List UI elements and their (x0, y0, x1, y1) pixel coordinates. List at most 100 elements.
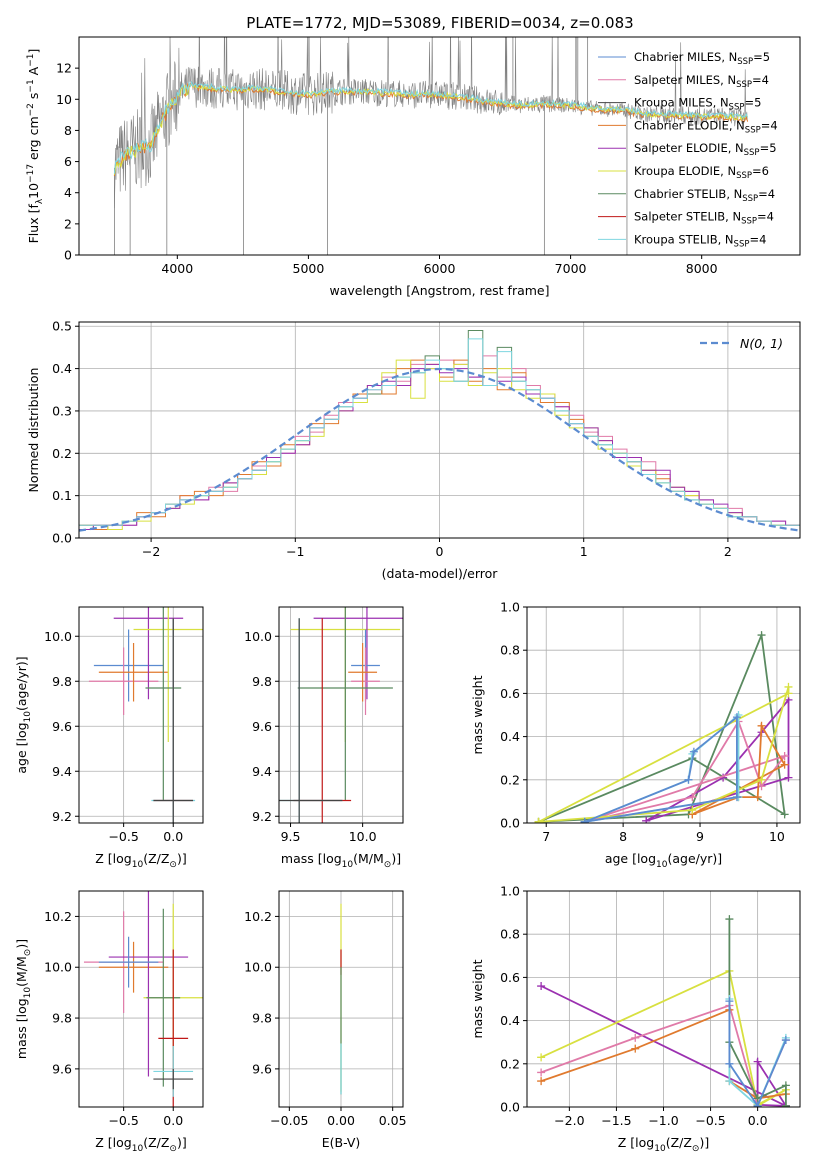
y-tick-label: 9.8 (52, 674, 72, 689)
legend-label: Kroupa STELIB, NSSP=4 (634, 232, 766, 249)
errorbars (88, 607, 203, 823)
x-axis-label: (data-model)/error (382, 566, 499, 581)
y-tick-label: 0.8 (500, 643, 520, 658)
legend-label-tail: =6 (752, 164, 769, 178)
y-axis-label-part: age [log (14, 722, 29, 773)
y-tick-label: 10.2 (244, 909, 272, 924)
x-axis-label: wavelength [Angstrom, rest frame] (329, 283, 549, 298)
x-axis-label: E(B-V) (322, 1135, 361, 1150)
y-tick-label: 9.2 (52, 809, 72, 824)
weight-line-chabrier_elodie (691, 722, 786, 816)
panel-residuals: −2 −1 0 1 2 0.0 0.1 0.2 0.3 0.4 0.5 (data-model)/er… (26, 319, 801, 581)
y-tick-label: 1.0 (500, 600, 520, 615)
panel-mass_vs_ebv: −0.05 0.00 0.05 9.6 9.8 10.0 10.2 E(B-V) (244, 890, 407, 1150)
weight-marker-salpeter_elodie (642, 816, 651, 823)
x-tick-label: −1.5 (601, 1113, 631, 1128)
legend-label-sub: SSP (734, 239, 750, 249)
y-axis-label-part: (age/yr)] (14, 656, 29, 711)
legend-label-sub: SSP (737, 57, 753, 67)
legend-label-tail: =5 (760, 141, 777, 155)
weight-marker-chabrier_miles (753, 1101, 762, 1107)
y-tick-label: 10.0 (244, 960, 272, 975)
y-axis-label-part: s (26, 93, 41, 104)
weight-marker-salpeter_miles (537, 1068, 546, 1077)
legend-label: Kroupa ELODIE, NSSP=6 (634, 164, 769, 181)
legend-label-tail: =4 (752, 73, 769, 87)
y-axis-label-part: (M/M (14, 956, 29, 987)
y-tick-label: 10 (56, 92, 72, 107)
legend-label-main: Chabrier MILES, N (634, 50, 737, 64)
weight-marker-chabrier_elodie (757, 721, 766, 730)
x-tick-label: 2 (724, 544, 732, 559)
x-axis-label-part: Z [log (618, 1135, 654, 1150)
legend-label-tail: =4 (761, 118, 778, 132)
legend-label-main: Kroupa MILES, N (634, 96, 729, 110)
weight-marker-chabrier_stelib (781, 1101, 790, 1107)
x-axis-label: Z [log10(Z/Z⊙)] (95, 851, 186, 870)
legend-label-sub: SSP (736, 171, 752, 181)
x-tick-label: −0.5 (695, 1113, 725, 1128)
y-axis-label-part: A (26, 66, 41, 79)
x-tick-label: 10.0 (349, 829, 377, 844)
weight-line-chabrier_miles (584, 715, 738, 823)
weight-lines (537, 915, 790, 1107)
x-tick-label: 10 (769, 829, 785, 844)
spectrum-lines (113, 37, 749, 255)
x-axis-label: Z [log10(Z/Z⊙)] (95, 1135, 186, 1154)
x-axis-label-part: 10 (656, 860, 668, 870)
legend-label-tail: =4 (758, 187, 775, 201)
y-tick-label: 0.5 (52, 319, 72, 334)
x-tick-label: 6000 (424, 261, 456, 276)
grid (279, 607, 403, 823)
weight-marker-kroupa_elodie (784, 689, 793, 698)
x-axis-label-part: )] (391, 851, 401, 866)
y-tick-label: 0.4 (500, 729, 520, 744)
legend-label-main: Salpeter ELODIE, N (634, 141, 744, 155)
grid (79, 891, 203, 1107)
panels: 4000 5000 6000 7000 8000024681012wavelength … (14, 36, 801, 1154)
x-axis-label-part: (Z/Z (666, 1135, 692, 1150)
legend-label-tail: =5 (753, 50, 770, 64)
axes-frame (278, 606, 404, 824)
panel-spectrum: 4000 5000 6000 7000 8000 0 2 4 6 8 10 12 wavelength … (26, 36, 801, 298)
weight-marker-chabrier_elodie (537, 1077, 546, 1086)
legend-label-sub: SSP (742, 194, 758, 204)
y-tick-label: 6 (64, 154, 72, 169)
y-tick-label: 0 (64, 248, 72, 263)
y-tick-label: 10.0 (44, 960, 72, 975)
y-tick-label: 9.6 (52, 719, 72, 734)
weight-line-kroupa_elodie (538, 686, 790, 823)
chart-title: PLATE=1772, MJD=53089, FIBERID=0034, z=0… (246, 14, 633, 32)
y-axis-label-part: 10 (26, 183, 41, 199)
x-axis-label-part: mass [log (281, 851, 342, 866)
model-fit-kroupa_stelib (113, 80, 749, 174)
y-tick-label: 0.6 (500, 686, 520, 701)
weight-marker-chabrier_miles (732, 713, 741, 722)
x-axis-label-part: 10 (342, 860, 354, 870)
weight-line-salpeter_elodie (645, 697, 790, 822)
weight-marker-salpeter_miles (688, 793, 697, 802)
panel-mass_vs_Z: −0.5 0.09.69.810.010.2Z [log10(Z/Z⊙)]mass… (14, 890, 204, 1154)
y-axis-label-part: 10 (23, 711, 33, 723)
y-tick-label: 0.0 (500, 1100, 520, 1115)
weight-marker-chabrier_stelib (780, 810, 789, 819)
x-axis-label: mass [log10(M/M⊙)] (281, 851, 401, 870)
x-axis-label-part: Z [log (95, 1135, 131, 1150)
y-axis-label: mass weight (470, 959, 485, 1038)
y-tick-label: 2 (64, 216, 72, 231)
legend-label-sub: SSP (729, 103, 745, 113)
weight-marker-kroupa_stelib (725, 1077, 734, 1086)
weight-line-salpeter_miles (584, 719, 788, 823)
y-tick-label: 0.3 (52, 403, 72, 418)
y-tick-label: 12 (56, 61, 72, 76)
weight-marker-salpeter_elodie (537, 982, 546, 991)
y-tick-label: 1.0 (500, 884, 520, 899)
legend-label-main: Chabrier ELODIE, N (634, 118, 745, 132)
y-axis-label: Normed distribution (26, 368, 41, 493)
x-tick-label: 4000 (161, 261, 193, 276)
x-tick-label: 8 (619, 829, 627, 844)
weight-marker-salpeter_elodie (753, 1057, 762, 1066)
y-tick-label: 0.8 (500, 927, 520, 942)
weight-marker-chabrier_miles (725, 1059, 734, 1068)
